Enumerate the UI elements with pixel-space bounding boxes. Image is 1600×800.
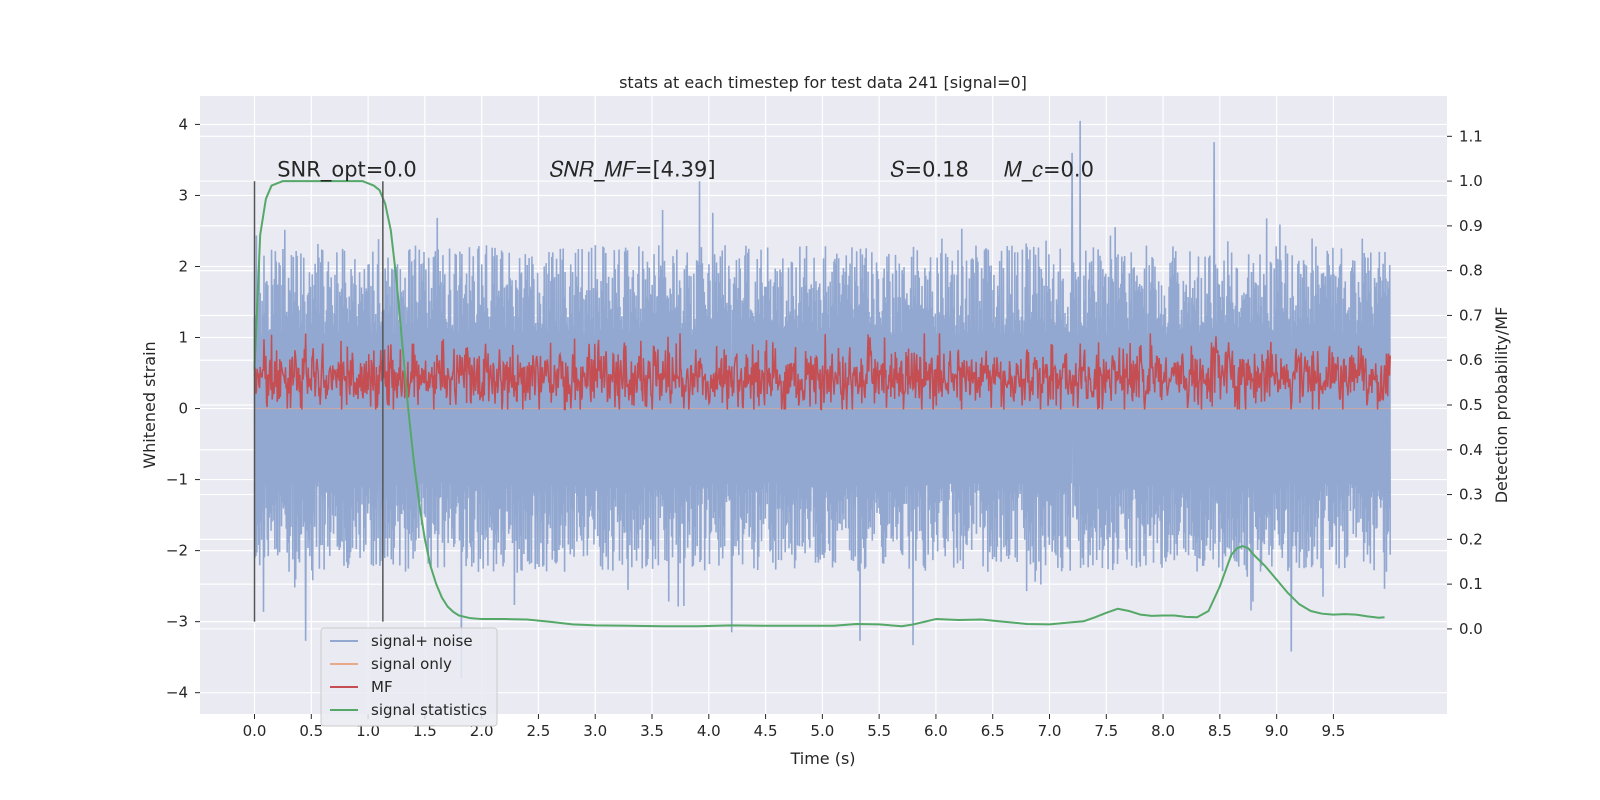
annotation-snr-mf: 𝑆𝑁𝑅_𝑀𝐹=[4.39] bbox=[550, 157, 716, 182]
x-tick-label: 6.0 bbox=[924, 722, 948, 740]
y-tick-label: −1 bbox=[166, 471, 188, 489]
chart-title: stats at each timestep for test data 241… bbox=[619, 73, 1027, 92]
y2-tick-label: 1.0 bbox=[1459, 172, 1483, 190]
y2-tick-label: 0.1 bbox=[1459, 575, 1483, 593]
x-tick-label: 3.5 bbox=[640, 722, 664, 740]
x-tick-label: 2.5 bbox=[527, 722, 551, 740]
x-tick-label: 4.5 bbox=[754, 722, 778, 740]
x-tick-label: 8.0 bbox=[1151, 722, 1175, 740]
y-tick-label: 3 bbox=[178, 186, 188, 204]
x-axis-label: Time (s) bbox=[789, 749, 855, 768]
y2-tick-label: 0.7 bbox=[1459, 306, 1483, 324]
y-axis-label: Whitened strain bbox=[140, 341, 159, 468]
series-mf bbox=[253, 333, 1391, 411]
y-tick-label: −3 bbox=[166, 613, 188, 631]
y-tick-label: 1 bbox=[178, 329, 188, 347]
x-tick-label: 6.5 bbox=[981, 722, 1005, 740]
legend-box bbox=[320, 627, 498, 727]
series-signal-statistics bbox=[253, 180, 1385, 628]
annotation-snr-opt: SNR_opt=0.0 bbox=[277, 157, 417, 182]
x-tick-label: 8.5 bbox=[1208, 722, 1232, 740]
x-tick-label: 4.0 bbox=[697, 722, 721, 740]
legend-label-signal-statistics: signal statistics bbox=[371, 701, 487, 719]
legend-label-signal-noise: signal+ noise bbox=[371, 632, 473, 650]
series-layer bbox=[253, 120, 1392, 679]
legend: signal+ noise signal only MF signal stat… bbox=[320, 627, 498, 727]
x-tick-label: 3.0 bbox=[583, 722, 607, 740]
y-tick-label: −2 bbox=[166, 542, 188, 560]
x-tick-label: 0.5 bbox=[299, 722, 323, 740]
x-tick-label: 9.0 bbox=[1265, 722, 1289, 740]
y2-axis-label: Detection probability/MF bbox=[1492, 307, 1511, 504]
annotation-layer: SNR_opt=0.0 𝑆𝑁𝑅_𝑀𝐹=[4.39] 𝑆=0.18 𝑀_𝑐=0.0 bbox=[277, 157, 1094, 182]
y-tick-label: 2 bbox=[178, 257, 188, 275]
y2-tick-label: 0.0 bbox=[1459, 620, 1483, 638]
y-tick-label: 4 bbox=[178, 115, 188, 133]
x-tick-label: 9.5 bbox=[1322, 722, 1346, 740]
y2-tick-label: 0.3 bbox=[1459, 486, 1483, 504]
x-tick-label: 5.0 bbox=[810, 722, 834, 740]
series-signal-noise bbox=[253, 120, 1392, 679]
annotation-s: 𝑆=0.18 bbox=[891, 157, 969, 181]
x-tick-label: 0.0 bbox=[243, 722, 267, 740]
y-tick-label: 0 bbox=[178, 400, 188, 418]
x-tick-label: 5.5 bbox=[867, 722, 891, 740]
y2-tick-label: 0.9 bbox=[1459, 217, 1483, 235]
x-tick-label: 7.0 bbox=[1038, 722, 1062, 740]
y2-tick-label: 0.5 bbox=[1459, 396, 1483, 414]
y2-tick-label: 0.2 bbox=[1459, 530, 1483, 548]
y2-tick-label: 1.1 bbox=[1459, 127, 1483, 145]
annotation-mc: 𝑀_𝑐=0.0 bbox=[1004, 157, 1094, 182]
legend-label-mf: MF bbox=[371, 678, 393, 696]
y-tick-label: −4 bbox=[166, 684, 188, 702]
x-tick-label: 7.5 bbox=[1094, 722, 1118, 740]
y2-tick-label: 0.4 bbox=[1459, 441, 1483, 459]
y2-tick-label: 0.6 bbox=[1459, 351, 1483, 369]
y2-tick-label: 0.8 bbox=[1459, 262, 1483, 280]
legend-label-signal-only: signal only bbox=[371, 655, 452, 673]
